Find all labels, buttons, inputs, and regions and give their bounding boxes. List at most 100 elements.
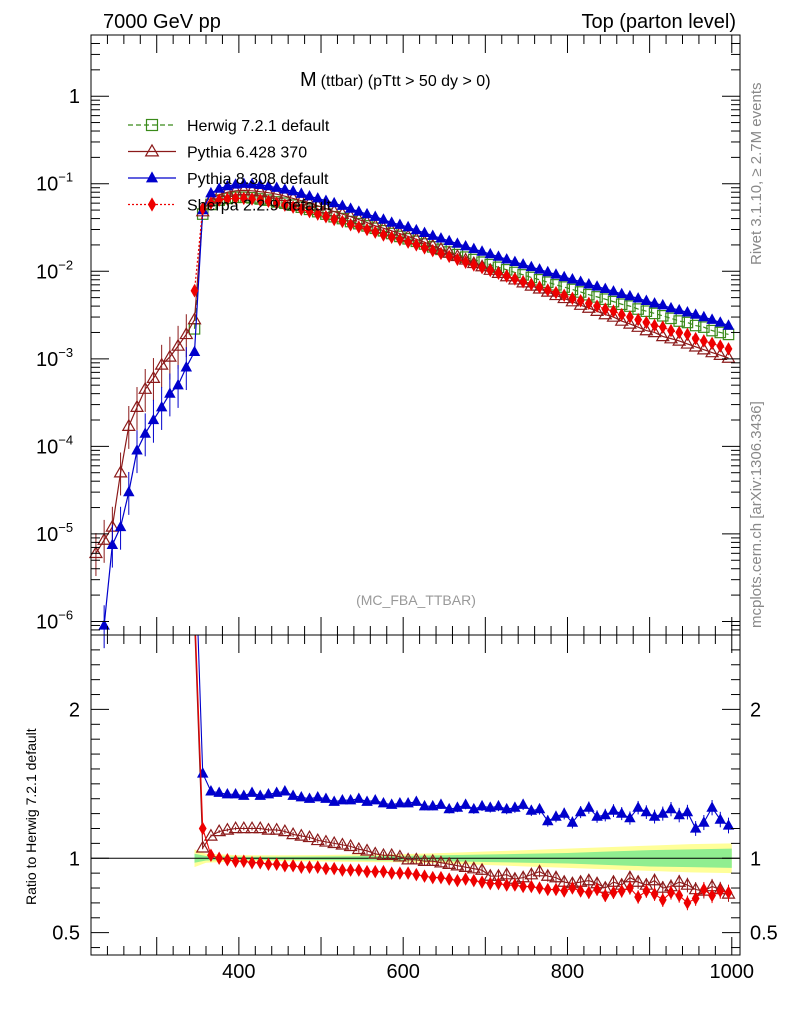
ratio-point bbox=[221, 788, 234, 799]
ratio-point bbox=[410, 795, 423, 806]
ratio-point bbox=[681, 805, 694, 817]
data-point bbox=[229, 178, 242, 189]
ratio-point bbox=[650, 887, 659, 901]
data-point bbox=[113, 465, 128, 478]
ratio-point bbox=[392, 849, 407, 862]
data-point bbox=[187, 312, 202, 325]
data-point bbox=[239, 191, 248, 206]
ratio-point bbox=[262, 788, 275, 799]
data-point bbox=[568, 291, 577, 306]
title-rest: (ttbar) (pTtt > 50 dy > 0) bbox=[321, 73, 491, 90]
ratio-point bbox=[236, 821, 251, 834]
ratio-point bbox=[657, 807, 669, 818]
ratio-point bbox=[689, 822, 702, 833]
ratio-point bbox=[583, 801, 595, 812]
legend-item: Pythia 6.428 370 bbox=[128, 143, 307, 162]
data-point bbox=[478, 260, 486, 275]
data-point bbox=[593, 299, 601, 313]
ratio-point bbox=[220, 822, 235, 835]
data-point bbox=[548, 287, 563, 301]
data-point bbox=[377, 213, 390, 224]
data-point bbox=[402, 220, 414, 232]
ratio-point bbox=[458, 859, 473, 872]
data-point bbox=[607, 285, 620, 296]
ratio-series-2 bbox=[197, 635, 735, 836]
data-point bbox=[714, 316, 727, 327]
data-point bbox=[657, 298, 669, 310]
main-series-layer bbox=[88, 177, 736, 649]
ratio-point bbox=[279, 785, 291, 796]
data-point bbox=[527, 277, 536, 292]
ratio-point bbox=[667, 885, 675, 900]
data-point bbox=[346, 217, 355, 232]
data-point bbox=[385, 216, 398, 227]
data-point bbox=[484, 247, 496, 259]
data-point bbox=[509, 255, 521, 267]
data-point bbox=[155, 400, 168, 412]
data-point bbox=[724, 342, 733, 356]
data-point bbox=[303, 189, 316, 201]
data-point bbox=[672, 333, 687, 346]
data-point bbox=[624, 289, 636, 301]
data-point bbox=[272, 196, 281, 210]
data-point bbox=[576, 294, 585, 308]
ratio-point bbox=[550, 810, 562, 821]
data-point bbox=[320, 194, 332, 205]
watermark: (MC_FBA_TTBAR) bbox=[356, 592, 476, 608]
ratio-point bbox=[412, 867, 421, 882]
ratio-point bbox=[527, 879, 536, 894]
header-right: Top (parton level) bbox=[581, 11, 736, 33]
ratio-point bbox=[511, 878, 519, 892]
ratio-point bbox=[305, 860, 314, 874]
legend-label: Herwig 7.2.1 default bbox=[187, 118, 330, 135]
x-tick-label: 400 bbox=[222, 961, 255, 983]
ratio-point bbox=[248, 855, 256, 870]
data-point bbox=[410, 223, 423, 235]
data-point bbox=[617, 307, 626, 322]
ratio-point bbox=[532, 864, 547, 877]
data-point bbox=[566, 273, 579, 284]
ratio-point bbox=[451, 801, 464, 812]
ratio-point bbox=[566, 816, 579, 827]
ratio-point bbox=[425, 853, 440, 866]
data-point bbox=[681, 306, 694, 317]
data-point bbox=[667, 323, 675, 338]
ratio-point bbox=[336, 793, 349, 805]
ratio-point bbox=[231, 854, 240, 868]
ratio-point bbox=[647, 873, 662, 886]
data-point bbox=[557, 290, 572, 304]
data-point bbox=[500, 253, 513, 264]
ratio-point bbox=[198, 821, 207, 836]
ratio-point bbox=[320, 792, 332, 803]
y-tick-label: 10−3 bbox=[36, 345, 73, 371]
data-point bbox=[560, 288, 569, 303]
data-point bbox=[443, 234, 455, 246]
y-tick-label: 10−2 bbox=[36, 257, 73, 283]
data-point bbox=[246, 177, 258, 189]
data-point bbox=[655, 329, 670, 342]
series-4 bbox=[190, 191, 733, 356]
data-point bbox=[387, 230, 396, 244]
data-point bbox=[648, 307, 661, 320]
data-point bbox=[675, 325, 684, 340]
ratio-point bbox=[468, 802, 480, 814]
ratio-point bbox=[607, 804, 620, 815]
data-point bbox=[262, 179, 275, 191]
ratio-point bbox=[289, 858, 297, 873]
data-point bbox=[598, 307, 613, 320]
series-3 bbox=[98, 177, 735, 649]
ratio-point bbox=[246, 786, 258, 797]
ratio-point bbox=[343, 838, 358, 852]
data-point bbox=[476, 245, 488, 256]
data-point bbox=[622, 316, 637, 329]
data-point bbox=[395, 232, 404, 247]
data-point bbox=[418, 226, 431, 237]
data-point bbox=[404, 235, 413, 249]
ratio-point bbox=[245, 821, 260, 834]
data-point bbox=[574, 275, 587, 286]
data-point bbox=[129, 399, 145, 412]
data-point bbox=[139, 427, 151, 438]
legend-marker bbox=[145, 171, 159, 183]
data-point bbox=[601, 302, 610, 316]
ratio-point bbox=[377, 796, 390, 808]
